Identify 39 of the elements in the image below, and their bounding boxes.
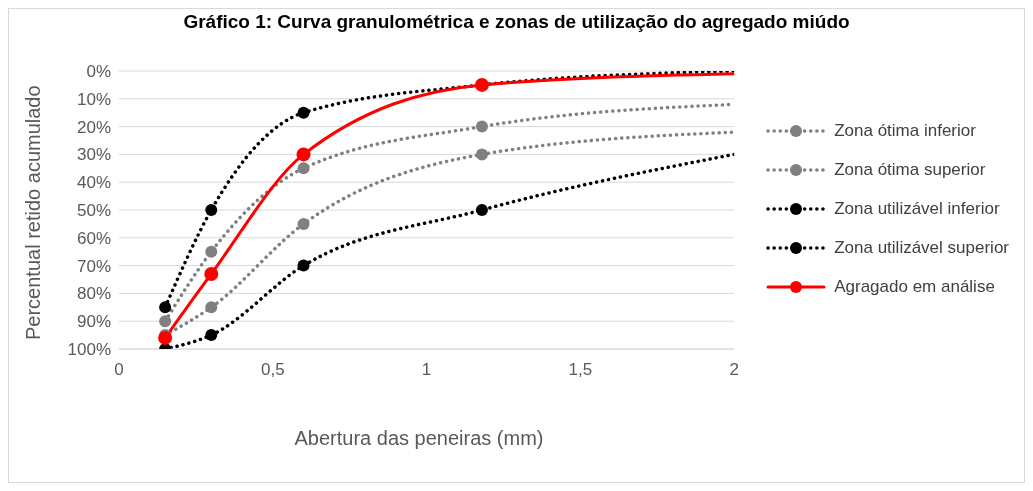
x-tick-label: 2 (729, 360, 739, 379)
legend-label: Agragado em análise (834, 277, 995, 297)
legend-label: Zona ótima superior (834, 160, 986, 180)
y-tick-label: 90% (76, 312, 111, 332)
point (475, 148, 488, 161)
legend-label: Zona utilizável superior (834, 238, 1009, 258)
point (475, 204, 488, 216)
y-tick-label: 100% (67, 340, 111, 360)
legend-label: Zona utilizável inferior (834, 199, 1000, 219)
point (205, 329, 218, 342)
x-tick-label: 0 (114, 360, 124, 379)
point (297, 259, 310, 272)
y-tick-label: 80% (76, 284, 111, 304)
y-tick-label: 50% (76, 201, 111, 221)
legend-label: Zona ótima inferior (834, 121, 976, 141)
point (296, 147, 311, 162)
point (204, 266, 219, 281)
point (205, 204, 218, 216)
point (475, 120, 488, 133)
y-tick-label: 40% (76, 173, 111, 193)
point (159, 315, 172, 328)
x-tick-label: 1,5 (568, 360, 593, 379)
y-axis-title: Percentual retido acumulado (22, 85, 45, 340)
x-tick-label: 0,5 (260, 360, 285, 379)
point (297, 106, 310, 119)
x-tick-label: 1 (421, 360, 432, 379)
point (159, 301, 172, 314)
y-tick-label: 20% (76, 117, 111, 137)
y-tick-label: 30% (76, 145, 111, 165)
point (205, 245, 218, 258)
point (297, 217, 310, 230)
y-tick-label: 60% (76, 228, 111, 248)
y-tick-label: 10% (76, 89, 111, 109)
y-tick-label: 0% (86, 62, 111, 82)
point (297, 162, 310, 175)
x-axis-title: Abertura das peneiras (mm) (293, 427, 545, 450)
chart-title: Gráfico 1: Curva granulométrica e zonas de utilização do agregado miúdo (182, 11, 851, 33)
point (205, 301, 218, 314)
y-tick-label: 70% (76, 256, 111, 276)
